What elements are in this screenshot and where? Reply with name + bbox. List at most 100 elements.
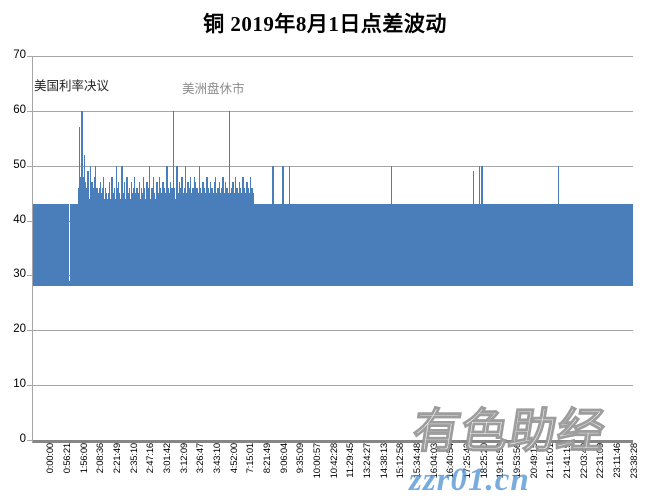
bar — [445, 204, 447, 287]
bar — [198, 198, 200, 287]
bar — [66, 204, 68, 287]
bar — [573, 204, 575, 287]
bar — [479, 204, 482, 287]
bar — [564, 204, 567, 287]
bar — [34, 204, 37, 287]
bar — [354, 204, 357, 287]
bar — [469, 204, 472, 287]
x-axis-tick — [349, 440, 351, 443]
bar — [519, 204, 522, 287]
bar — [491, 204, 493, 287]
bar — [427, 204, 429, 287]
bar — [494, 204, 497, 287]
bar — [183, 198, 185, 287]
bar — [568, 204, 570, 287]
y-axis-tick — [27, 220, 33, 222]
annotation-americas-closed: 美洲盘休市 — [182, 82, 245, 96]
bar — [119, 198, 122, 287]
bar — [48, 204, 50, 287]
bar — [348, 204, 351, 287]
bar — [383, 204, 385, 287]
x-axis-tick — [183, 440, 184, 443]
bar — [64, 204, 67, 287]
bar — [516, 204, 518, 287]
bar — [220, 198, 222, 287]
bar — [426, 204, 428, 287]
bar — [352, 204, 354, 287]
bar — [505, 204, 507, 287]
bar — [336, 204, 338, 287]
x-axis-tick-label: 23:38:28 — [628, 443, 640, 479]
bar — [436, 204, 438, 287]
x-axis-tick-label: 18:25:20 — [478, 443, 490, 479]
bar — [123, 182, 126, 287]
bar — [628, 204, 630, 287]
bar — [438, 204, 441, 287]
bar — [567, 204, 569, 287]
bar — [321, 204, 323, 287]
bar — [228, 110, 231, 287]
bar — [53, 204, 56, 287]
y-axis-tick — [27, 56, 33, 57]
bar — [88, 198, 91, 287]
bar — [423, 204, 426, 287]
x-axis-tick-label: 0:00:00 — [45, 443, 57, 474]
bar — [301, 204, 303, 287]
chart-title: 铜 2019年8月1日点差波动 — [203, 12, 447, 36]
bar — [209, 182, 212, 287]
bar — [532, 204, 534, 287]
bar — [535, 204, 537, 287]
bar — [37, 204, 39, 287]
bar — [153, 193, 156, 287]
bar — [587, 204, 589, 287]
bar — [626, 204, 628, 287]
bar — [443, 204, 446, 287]
x-axis-tick — [166, 440, 168, 443]
bar — [434, 204, 437, 287]
bar — [219, 193, 222, 287]
bar — [384, 204, 387, 287]
y-axis-line — [32, 56, 33, 443]
bar — [338, 204, 341, 287]
bar — [205, 198, 207, 287]
bar — [304, 204, 307, 287]
bar — [270, 204, 272, 287]
bar — [290, 204, 292, 287]
bar — [75, 204, 77, 287]
x-axis-tick — [149, 440, 151, 443]
bar — [113, 187, 116, 287]
bar — [242, 176, 244, 287]
y-axis-tick-label: 0 — [19, 433, 26, 445]
bar — [158, 193, 160, 287]
bar — [146, 182, 148, 287]
bar — [618, 204, 620, 287]
bar — [574, 204, 577, 287]
bar — [72, 204, 74, 287]
bar — [173, 110, 175, 287]
bar — [143, 187, 146, 287]
bar — [63, 204, 65, 287]
x-axis-tick-label: 2:21:49 — [112, 443, 123, 474]
x-axis-tick — [99, 440, 101, 443]
bar — [124, 198, 127, 287]
x-axis-tick-label: 23:11:46 — [612, 443, 623, 478]
bar — [248, 198, 250, 287]
bar — [308, 204, 311, 287]
bar — [551, 204, 553, 287]
x-axis-tick — [333, 440, 334, 443]
bar — [318, 204, 321, 287]
bar — [582, 204, 584, 287]
bar — [556, 204, 558, 287]
bar — [253, 198, 255, 287]
bar — [513, 204, 515, 287]
bar — [472, 204, 474, 287]
bar — [328, 204, 331, 287]
bar — [137, 198, 139, 287]
bar — [265, 204, 267, 287]
bar — [188, 198, 190, 287]
bar — [189, 176, 192, 287]
bar — [299, 204, 302, 287]
bar — [444, 204, 447, 287]
bar — [418, 204, 421, 287]
x-axis-tick-label: 8:21:49 — [262, 443, 273, 474]
